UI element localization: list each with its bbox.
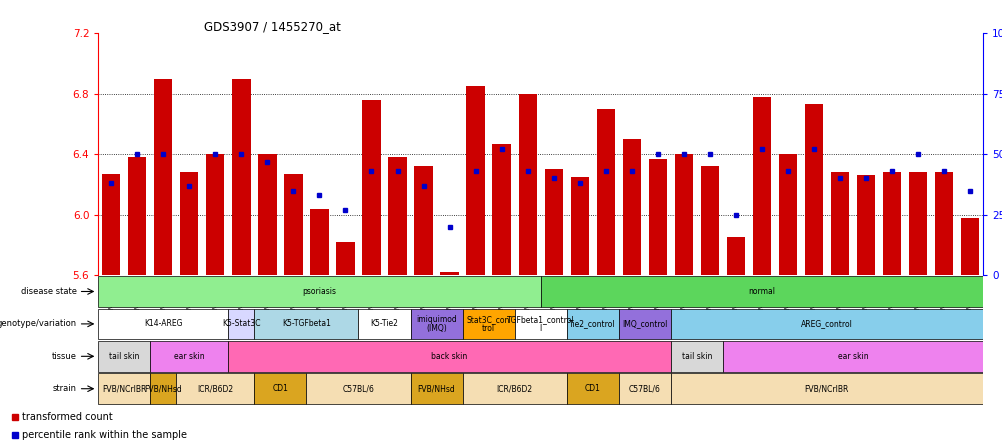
Bar	[700, 166, 718, 275]
Bar	[150, 341, 228, 372]
Bar	[462, 373, 566, 404]
Text: ear skin: ear skin	[837, 352, 868, 361]
Text: disease state: disease state	[21, 287, 76, 296]
Bar	[778, 154, 797, 275]
Bar	[440, 272, 458, 275]
Bar	[596, 109, 614, 275]
Text: GDS3907 / 1455270_at: GDS3907 / 1455270_at	[204, 20, 341, 34]
Text: imiquimod
(IMQ): imiquimod (IMQ)	[416, 315, 457, 333]
Bar	[648, 159, 666, 275]
Bar	[98, 276, 540, 307]
Bar	[232, 79, 250, 275]
Text: tail skin: tail skin	[109, 352, 139, 361]
Bar	[856, 175, 874, 275]
Bar	[622, 139, 640, 275]
Bar	[722, 341, 982, 372]
Text: transformed count: transformed count	[22, 412, 112, 422]
Text: ICR/B6D2: ICR/B6D2	[496, 384, 532, 393]
Text: tissue: tissue	[52, 352, 76, 361]
Text: TGFbeta1_control
l: TGFbeta1_control l	[506, 315, 574, 333]
Bar	[566, 309, 618, 339]
Bar	[670, 373, 982, 404]
Text: CD1: CD1	[273, 384, 289, 393]
Bar	[228, 309, 255, 339]
Bar	[618, 309, 670, 339]
Bar	[259, 154, 277, 275]
Bar	[336, 242, 355, 275]
Text: Stat3C_con
trol: Stat3C_con trol	[466, 315, 510, 333]
Text: normal: normal	[747, 287, 775, 296]
Text: ear skin: ear skin	[174, 352, 204, 361]
Bar	[98, 309, 228, 339]
Bar	[462, 309, 514, 339]
Bar	[752, 97, 771, 275]
Bar	[255, 373, 307, 404]
Bar	[362, 100, 380, 275]
Bar	[670, 341, 722, 372]
Text: K5-Tie2: K5-Tie2	[370, 319, 398, 329]
Bar	[566, 373, 618, 404]
Text: K5-Stat3C: K5-Stat3C	[221, 319, 261, 329]
Bar	[670, 309, 982, 339]
Bar	[618, 373, 670, 404]
Text: genotype/variation: genotype/variation	[0, 319, 76, 329]
Bar	[128, 157, 146, 275]
Bar	[908, 172, 926, 275]
Bar	[492, 144, 510, 275]
Bar	[830, 172, 848, 275]
Text: FVB/NCrIBR: FVB/NCrIBR	[804, 384, 848, 393]
Bar	[358, 309, 410, 339]
Bar	[154, 79, 172, 275]
Bar	[255, 309, 358, 339]
Text: FVB/NCrIBR: FVB/NCrIBR	[102, 384, 146, 393]
Bar	[725, 238, 744, 275]
Text: K5-TGFbeta1: K5-TGFbeta1	[282, 319, 331, 329]
Bar	[934, 172, 952, 275]
Bar	[388, 157, 406, 275]
Bar	[518, 94, 536, 275]
Bar	[960, 218, 978, 275]
Bar	[544, 170, 562, 275]
Bar	[310, 209, 329, 275]
Bar	[150, 373, 176, 404]
Bar	[410, 309, 462, 339]
Bar	[307, 373, 410, 404]
Bar	[882, 172, 900, 275]
Text: FVB/NHsd: FVB/NHsd	[144, 384, 182, 393]
Bar	[570, 177, 588, 275]
Bar	[98, 373, 150, 404]
Text: strain: strain	[53, 384, 76, 393]
Bar	[514, 309, 566, 339]
Text: Tie2_control: Tie2_control	[569, 319, 615, 329]
Bar	[228, 341, 670, 372]
Bar	[98, 341, 150, 372]
Bar	[284, 174, 303, 275]
Text: back skin: back skin	[431, 352, 467, 361]
Bar	[206, 154, 224, 275]
Bar	[414, 166, 432, 275]
Text: ICR/B6D2: ICR/B6D2	[197, 384, 233, 393]
Bar	[674, 154, 692, 275]
Bar	[804, 104, 822, 275]
Text: psoriasis: psoriasis	[303, 287, 336, 296]
Text: percentile rank within the sample: percentile rank within the sample	[22, 430, 187, 440]
Bar	[410, 373, 462, 404]
Text: IMQ_control: IMQ_control	[621, 319, 666, 329]
Text: C57BL/6: C57BL/6	[628, 384, 660, 393]
Text: FVB/NHsd: FVB/NHsd	[417, 384, 455, 393]
Bar	[180, 172, 198, 275]
Bar	[466, 86, 484, 275]
Text: C57BL/6: C57BL/6	[343, 384, 374, 393]
Text: AREG_control: AREG_control	[800, 319, 852, 329]
Text: tail skin: tail skin	[681, 352, 711, 361]
Bar	[176, 373, 255, 404]
Text: K14-AREG: K14-AREG	[144, 319, 182, 329]
Bar	[540, 276, 982, 307]
Text: CD1: CD1	[584, 384, 600, 393]
Bar	[102, 174, 120, 275]
